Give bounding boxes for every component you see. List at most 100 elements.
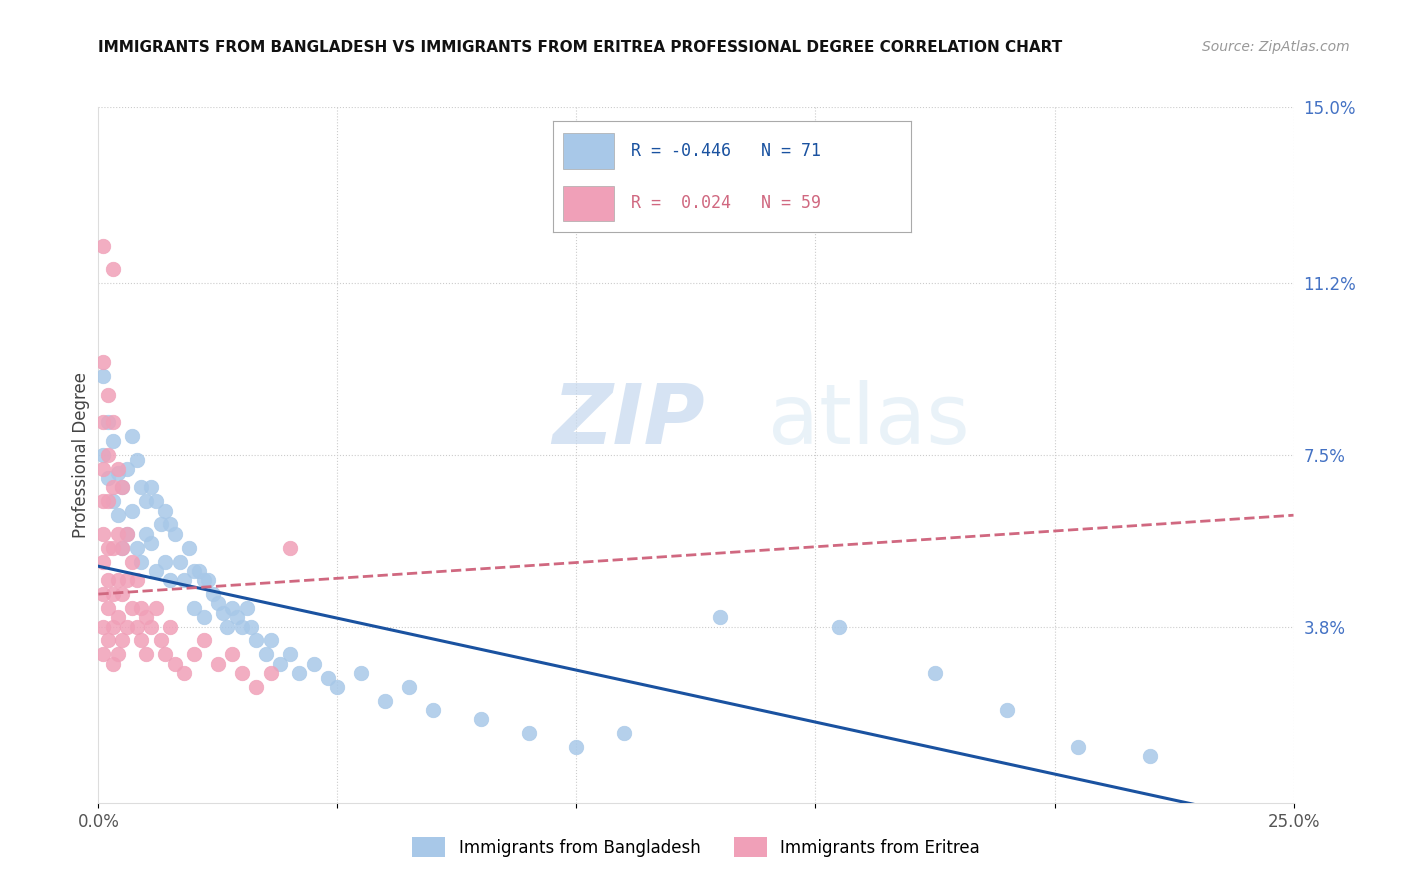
Point (207, 657, 229, 671)
Point (101, 480, 124, 494)
Point (159, 619, 181, 633)
Point (97, 416, 120, 430)
Point (326, 680, 349, 694)
Point (269, 657, 291, 671)
Point (470, 712, 492, 726)
Point (1067, 740, 1090, 755)
Point (173, 573, 195, 587)
Point (91, 448, 114, 462)
Point (125, 452, 148, 467)
Point (115, 526, 138, 541)
Point (155, 648, 177, 662)
Point (97, 448, 120, 462)
Point (179, 541, 201, 555)
Point (107, 573, 129, 587)
Point (374, 694, 396, 708)
Point (115, 619, 138, 633)
Point (278, 648, 301, 662)
Point (159, 517, 181, 532)
Point (107, 610, 129, 624)
Point (97, 541, 120, 555)
Point (107, 648, 129, 662)
Point (187, 564, 209, 578)
Point (91, 462, 114, 476)
Point (107, 508, 129, 523)
Point (97, 471, 120, 485)
Point (139, 619, 162, 633)
Point (107, 526, 129, 541)
Point (163, 526, 186, 541)
Point (211, 606, 233, 620)
Point (115, 526, 138, 541)
Point (828, 619, 851, 633)
Point (111, 541, 134, 555)
Point (101, 494, 124, 508)
Point (316, 671, 339, 685)
Point (398, 680, 420, 694)
Point (221, 648, 243, 662)
Point (149, 517, 172, 532)
Point (163, 657, 186, 671)
Point (125, 541, 148, 555)
Point (139, 536, 162, 550)
Point (145, 564, 167, 578)
Point (302, 657, 325, 671)
Point (101, 434, 124, 448)
Point (135, 648, 157, 662)
Point (131, 480, 153, 494)
Text: atlas: atlas (768, 380, 969, 460)
Point (193, 633, 215, 648)
Point (111, 633, 134, 648)
Point (613, 726, 636, 740)
Text: IMMIGRANTS FROM BANGLADESH VS IMMIGRANTS FROM ERITREA PROFESSIONAL DEGREE CORREL: IMMIGRANTS FROM BANGLADESH VS IMMIGRANTS… (98, 40, 1063, 55)
Point (240, 619, 263, 633)
Point (278, 541, 301, 555)
Point (97, 601, 120, 615)
Point (259, 665, 281, 680)
Point (193, 573, 215, 587)
Point (101, 619, 124, 633)
Point (91, 416, 114, 430)
Point (111, 480, 134, 494)
Point (111, 480, 134, 494)
Point (1139, 749, 1161, 764)
Point (121, 601, 143, 615)
Point (97, 573, 120, 587)
Point (231, 665, 253, 680)
Point (149, 633, 172, 648)
Point (125, 619, 148, 633)
Point (101, 416, 124, 430)
Point (159, 573, 181, 587)
Point (125, 573, 148, 587)
Point (517, 726, 540, 740)
Point (197, 573, 219, 587)
Point (97, 387, 120, 401)
Point (135, 494, 157, 508)
Point (91, 494, 114, 508)
Point (259, 633, 281, 648)
Point (207, 596, 229, 610)
Point (91, 619, 114, 633)
Point (115, 462, 138, 476)
Point (91, 648, 114, 662)
Point (231, 619, 253, 633)
Point (101, 541, 124, 555)
Point (131, 601, 153, 615)
Point (155, 555, 177, 569)
Text: Source: ZipAtlas.com: Source: ZipAtlas.com (1202, 40, 1350, 54)
Point (101, 587, 124, 601)
Point (422, 703, 444, 717)
Text: ZIP: ZIP (553, 380, 706, 460)
Point (145, 494, 167, 508)
Point (288, 665, 311, 680)
Point (101, 657, 124, 671)
Point (121, 555, 143, 569)
Point (924, 665, 946, 680)
Point (91, 239, 114, 253)
Point (169, 555, 191, 569)
Point (91, 555, 114, 569)
Point (995, 703, 1018, 717)
Point (565, 740, 588, 755)
Point (91, 587, 114, 601)
Point (139, 480, 162, 494)
